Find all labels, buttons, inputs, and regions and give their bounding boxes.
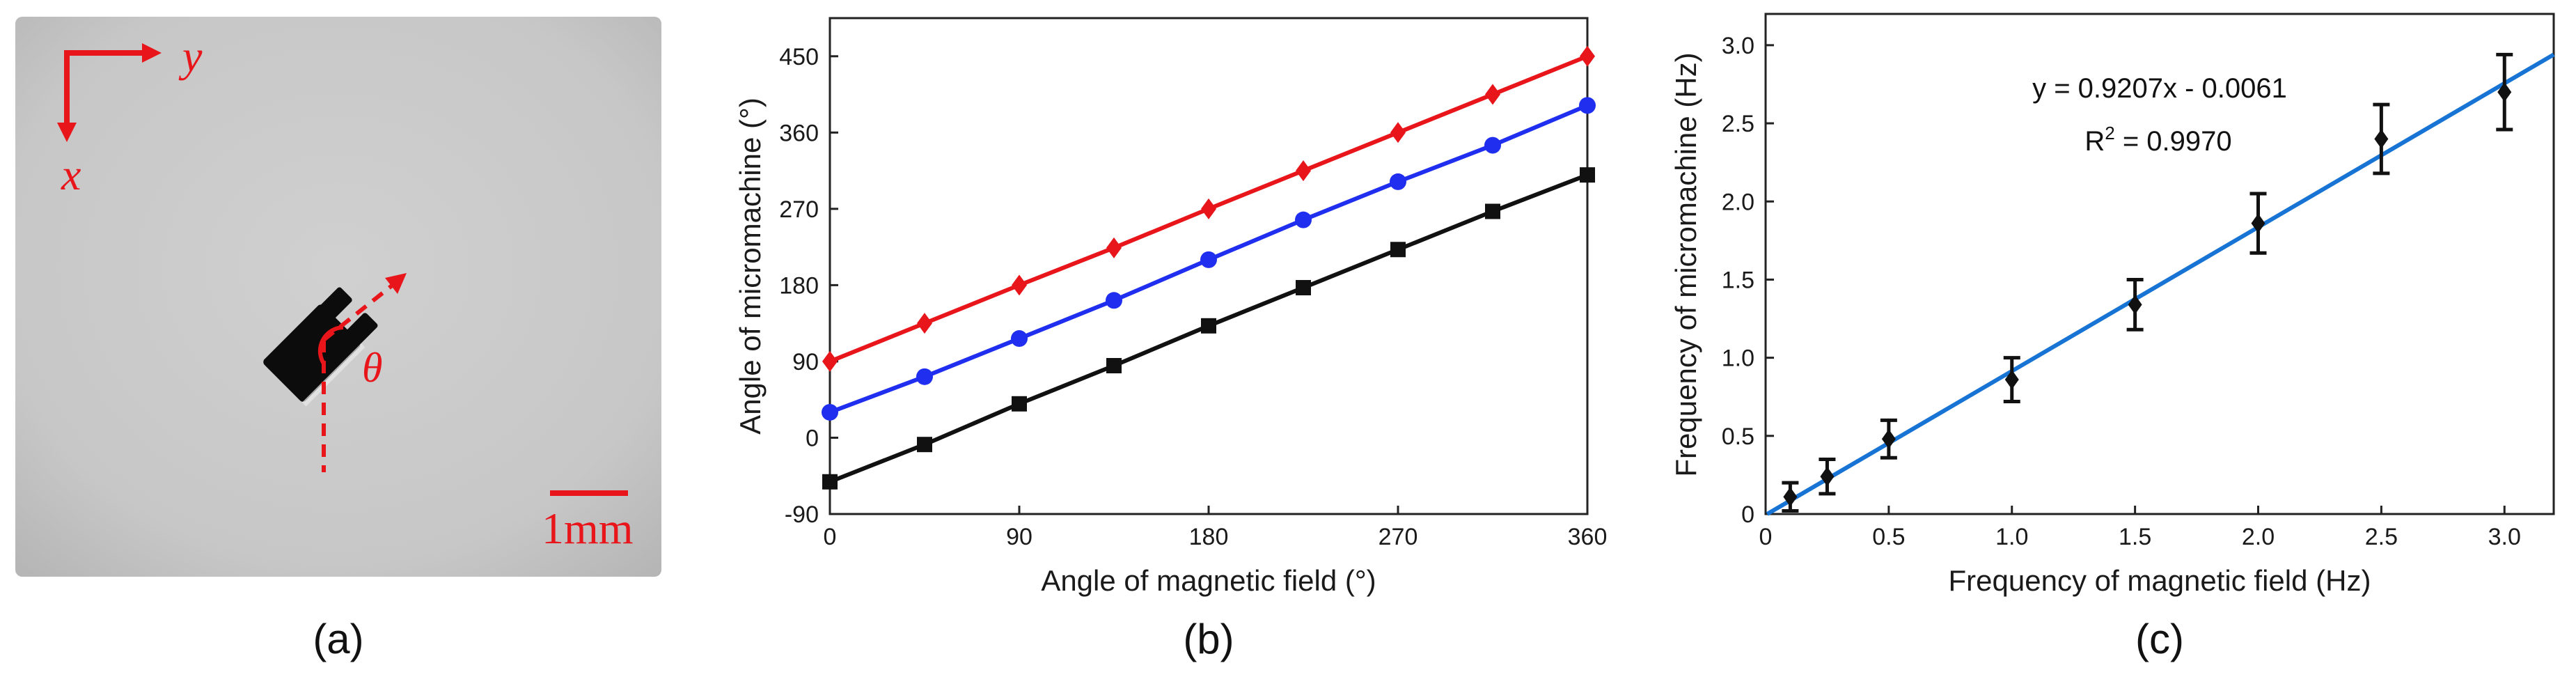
b-point-diamond bbox=[1580, 45, 1595, 67]
c-ticks: 0 0.5 1.0 1.5 2.0 2.5 3.0 0 0.5 1.0 1.5 2.0 2.5 3.0 bbox=[1722, 33, 2521, 550]
scale-bar-label: 1mm bbox=[542, 504, 634, 553]
c-y-axis-title: Frequency of micromachine (Hz) bbox=[1670, 52, 1702, 476]
b-ytick-label: 270 bbox=[779, 196, 819, 223]
c-ytick-label: 1.5 bbox=[1722, 267, 1754, 293]
c-xtick-label: 0.5 bbox=[1872, 524, 1905, 550]
b-point-square bbox=[917, 437, 932, 453]
c-data-point bbox=[2374, 129, 2389, 149]
b-point-circle bbox=[1484, 137, 1501, 154]
plot-frame-c bbox=[1764, 13, 2555, 515]
c-data-point bbox=[1881, 429, 1896, 449]
r-squared: R2 = 0.9970 bbox=[2084, 123, 2231, 157]
b-ytick-label: 180 bbox=[779, 272, 819, 299]
b-point-diamond bbox=[917, 313, 932, 334]
c-data-point bbox=[1783, 487, 1798, 507]
c-ytick-label: 3.0 bbox=[1722, 33, 1754, 59]
b-ytick-label: 450 bbox=[779, 44, 819, 70]
c-data-point bbox=[1820, 467, 1835, 487]
coordinate-axes: y x bbox=[57, 31, 203, 199]
c-xtick-label: 1.0 bbox=[1995, 524, 2028, 550]
b-point-square bbox=[1296, 280, 1311, 296]
b-xtick-label: 90 bbox=[1006, 524, 1032, 550]
b-point-diamond bbox=[1485, 84, 1500, 105]
c-ytick-label: 2.5 bbox=[1722, 111, 1754, 137]
b-point-diamond bbox=[1390, 122, 1406, 143]
c-xtick-label: 0 bbox=[1759, 524, 1773, 550]
x-axis-label: x bbox=[61, 150, 81, 199]
c-xtick-label: 3.0 bbox=[2488, 524, 2521, 550]
caption-c: (c) bbox=[2135, 616, 2184, 662]
b-point-diamond bbox=[1012, 274, 1027, 296]
c-points bbox=[1782, 52, 2513, 513]
heading-arrowhead bbox=[385, 273, 407, 294]
b-series bbox=[822, 45, 1596, 490]
b-ytick-label: 0 bbox=[806, 425, 819, 451]
c-xtick-label: 2.5 bbox=[2365, 524, 2398, 550]
b-point-circle bbox=[1390, 173, 1406, 190]
b-xtick-label: 180 bbox=[1189, 524, 1229, 550]
b-point-square bbox=[822, 474, 838, 490]
angle-label: θ bbox=[362, 345, 382, 391]
fit-line bbox=[1766, 52, 2555, 516]
c-ytick-label: 1.0 bbox=[1722, 345, 1754, 372]
c-data-point bbox=[2004, 370, 2019, 390]
c-ytick-label: 2.0 bbox=[1722, 189, 1754, 215]
c-data-point bbox=[2251, 213, 2265, 233]
b-point-square bbox=[1201, 318, 1216, 334]
b-point-diamond bbox=[1296, 160, 1311, 182]
b-point-circle bbox=[1295, 211, 1312, 228]
b-point-circle bbox=[1200, 251, 1217, 268]
b-xtick-label: 0 bbox=[824, 524, 837, 550]
c-ytick-label: 0.5 bbox=[1722, 423, 1754, 450]
panel-c: 0 0.5 1.0 1.5 2.0 2.5 3.0 0 0.5 1.0 1.5 2.0 2.5 3.0 y… bbox=[1670, 13, 2555, 662]
b-point-diamond bbox=[822, 350, 838, 372]
fit-equation: y = 0.9207x - 0.0061 bbox=[2032, 73, 2287, 104]
c-fit-line bbox=[1766, 52, 2555, 516]
c-ytick-label: 0 bbox=[1741, 501, 1754, 528]
b-ytick-label: 360 bbox=[779, 120, 819, 146]
caption-b: (b) bbox=[1183, 616, 1234, 662]
b-point-diamond bbox=[1201, 198, 1216, 219]
b-point-circle bbox=[1011, 330, 1028, 348]
c-data-point bbox=[2128, 295, 2142, 315]
b-xtick-label: 360 bbox=[1568, 524, 1608, 550]
b-point-square bbox=[1106, 358, 1122, 374]
b-point-circle bbox=[1579, 97, 1596, 114]
c-x-axis-title: Frequency of magnetic field (Hz) bbox=[1949, 564, 2371, 597]
angle-arc bbox=[317, 325, 344, 365]
r-squared-value: = 0.9970 bbox=[2115, 126, 2232, 157]
r-squared-exponent: 2 bbox=[2105, 123, 2114, 143]
b-point-square bbox=[1485, 203, 1500, 219]
b-point-square bbox=[1012, 396, 1027, 412]
c-xtick-label: 1.5 bbox=[2119, 524, 2151, 550]
c-xtick-label: 2.0 bbox=[2242, 524, 2275, 550]
b-y-axis-title: Angle of micromachine (°) bbox=[734, 98, 767, 435]
y-arrowhead bbox=[142, 43, 162, 63]
b-point-circle bbox=[916, 368, 933, 385]
r-squared-prefix: R bbox=[2084, 126, 2105, 157]
b-point-square bbox=[1390, 242, 1406, 258]
b-point-circle bbox=[822, 403, 838, 421]
caption-a: (a) bbox=[313, 616, 363, 662]
b-point-circle bbox=[1106, 292, 1122, 309]
b-ytick-label: -90 bbox=[785, 501, 819, 528]
b-x-axis-title: Angle of magnetic field (°) bbox=[1041, 564, 1376, 597]
panel-a: y x θ 1mm (a) bbox=[15, 17, 661, 662]
c-data-point bbox=[2497, 82, 2512, 102]
x-arrowhead bbox=[57, 123, 77, 142]
b-ytick-label: 90 bbox=[792, 349, 819, 375]
b-point-diamond bbox=[1106, 237, 1122, 258]
b-xtick-label: 270 bbox=[1379, 524, 1418, 550]
b-point-square bbox=[1580, 167, 1595, 183]
heading-dashed-arrow bbox=[322, 281, 397, 342]
y-axis-label: y bbox=[178, 31, 203, 81]
